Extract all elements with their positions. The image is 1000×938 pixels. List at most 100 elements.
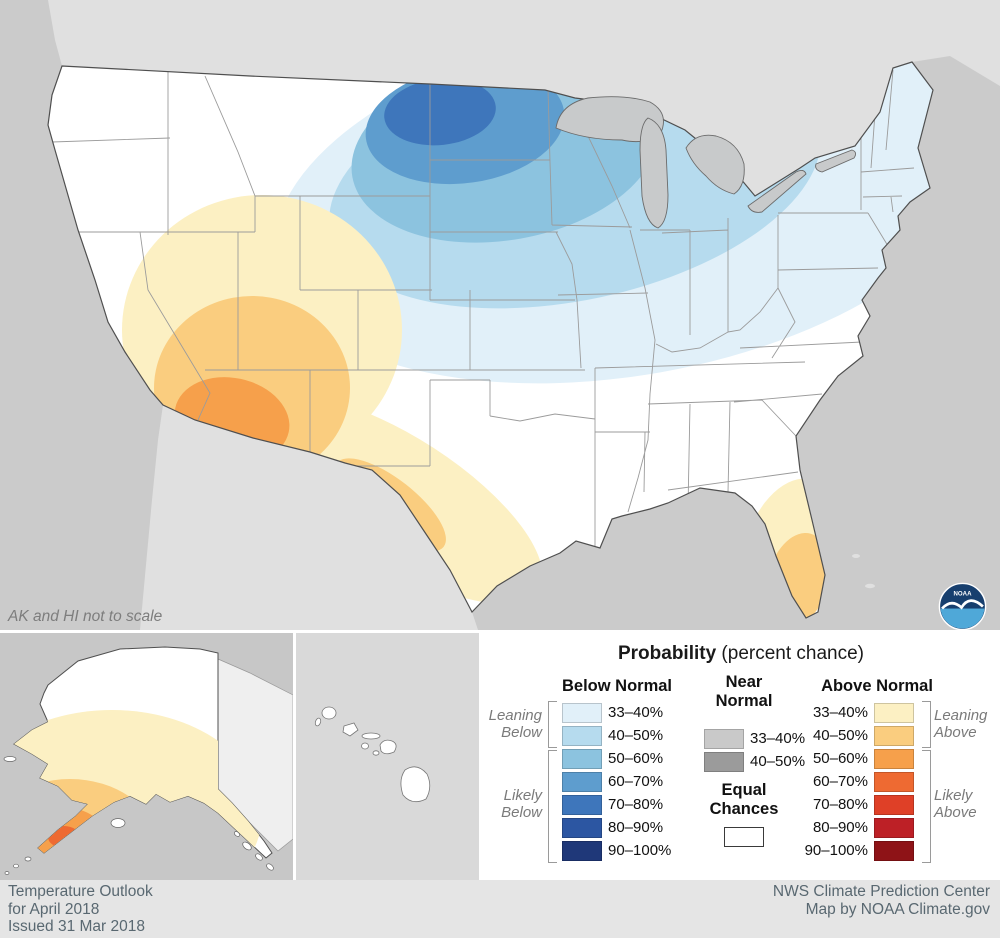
below-swatch-50-60	[562, 749, 602, 769]
legend-row: 50–60%	[562, 749, 663, 769]
bahamas-island	[852, 554, 860, 558]
kauai-island	[321, 706, 337, 720]
footer-credits: NWS Climate Prediction Center Map by NOA…	[773, 883, 990, 918]
conus-map: AK and HI not to scale NOAA	[0, 0, 1000, 631]
legend-row: 90–100%	[562, 841, 671, 861]
leaning-above-bracket	[922, 701, 931, 748]
aleutian-island	[24, 856, 32, 862]
legend-row: 80–90%	[802, 818, 914, 838]
below-swatch-70-80	[562, 795, 602, 815]
below-label-60-70: 60–70%	[608, 773, 664, 790]
below-swatch-90-100	[562, 841, 602, 861]
alexander-island	[266, 863, 274, 871]
noaa-logo-text: NOAA	[954, 590, 973, 597]
legend-row: 90–100%	[802, 841, 914, 861]
footer-credit: Map by NOAA Climate.gov	[805, 900, 990, 918]
likely-below-label: Likely Below	[501, 787, 542, 821]
footer-outlook-info: Temperature Outlook for April 2018 Issue…	[8, 883, 153, 936]
legend-row: 60–70%	[562, 772, 663, 792]
above-label-50-60: 50–60%	[812, 750, 868, 767]
near-swatch-40-50	[704, 752, 744, 772]
leaning-below-bracket	[548, 701, 557, 748]
legend-row: 80–90%	[562, 818, 663, 838]
canada-landmass	[48, 0, 1000, 196]
aleutian-island	[13, 863, 19, 869]
near-label-33-40: 33–40%	[750, 730, 806, 747]
noaa-logo-gull-icon	[941, 599, 984, 610]
alexander-island	[242, 841, 252, 851]
molokai-island	[361, 732, 381, 740]
below-swatch-40-50	[562, 726, 602, 746]
legend: Probability (percent chance) Below Norma…	[482, 633, 1000, 880]
near-label-40-50: 40–50%	[750, 753, 806, 770]
below-swatch-60-70	[562, 772, 602, 792]
hawaii-big-island	[400, 766, 431, 803]
oahu-island	[342, 722, 359, 737]
footer-title: Temperature Outlook	[8, 883, 153, 900]
below-label-33-40: 33–40%	[608, 704, 664, 721]
footer-source: NWS Climate Prediction Center	[772, 883, 990, 900]
near-swatch-33-40	[704, 729, 744, 749]
lake-superior	[555, 96, 664, 143]
niihau-island	[314, 717, 322, 727]
legend-row: 33–40%	[704, 729, 805, 749]
footer-period: for April 2018	[8, 900, 100, 918]
lake-ontario	[815, 149, 857, 173]
noaa-logo-sea	[940, 608, 985, 629]
legend-header-below-normal: Below Normal	[561, 677, 673, 695]
below-label-70-80: 70–80%	[608, 796, 664, 813]
legend-row: 40–50%	[802, 726, 914, 746]
equal-chances-label: Equal Chances	[709, 781, 779, 818]
above-label-40-50: 40–50%	[812, 727, 868, 744]
state-borders	[51, 69, 915, 550]
legend-row: 40–50%	[704, 752, 805, 772]
conus-map-svg	[47, 0, 1000, 630]
above-label-90-100: 90–100%	[804, 842, 868, 859]
legend-row: 33–40%	[562, 703, 663, 723]
below-label-90-100: 90–100%	[608, 842, 672, 859]
legend-row: 33–40%	[802, 703, 914, 723]
legend-row: 50–60%	[802, 749, 914, 769]
above-swatch-80-90	[874, 818, 914, 838]
legend-header-near-normal: Near Normal	[715, 673, 773, 710]
above-label-80-90: 80–90%	[812, 819, 868, 836]
above-label-60-70: 60–70%	[812, 773, 868, 790]
alaska-map-svg	[0, 633, 294, 880]
footer-issued: Issued 31 Mar 2018	[8, 918, 146, 935]
leaning-below-label: Leaning Below	[488, 707, 542, 741]
lake-erie	[747, 169, 807, 213]
legend-header-above-normal: Above Normal	[821, 677, 933, 695]
us-outline	[47, 61, 934, 619]
above-swatch-90-100	[874, 841, 914, 861]
below-label-40-50: 40–50%	[608, 727, 664, 744]
alexander-island	[234, 831, 240, 837]
lanai-island	[361, 742, 369, 750]
lake-michigan	[639, 117, 669, 229]
kodiak-island	[110, 818, 126, 828]
legend-row	[724, 827, 764, 847]
below-label-50-60: 50–60%	[608, 750, 664, 767]
alaska-inset-map	[0, 633, 294, 880]
below-region-70-80	[384, 78, 496, 146]
legend-title: Probability (percent chance)	[617, 643, 865, 664]
legend-row: 40–50%	[562, 726, 663, 746]
above-swatch-70-80	[874, 795, 914, 815]
footer: Temperature Outlook for April 2018 Issue…	[0, 880, 1000, 938]
below-swatch-80-90	[562, 818, 602, 838]
mexico-landmass	[140, 405, 478, 630]
legend-row: 60–70%	[802, 772, 914, 792]
equal-chances-swatch	[724, 827, 764, 847]
bahamas-island	[865, 583, 875, 589]
below-label-80-90: 80–90%	[608, 819, 664, 836]
likely-above-label: Likely Above	[934, 787, 977, 821]
above-label-70-80: 70–80%	[812, 796, 868, 813]
likely-below-bracket	[548, 750, 557, 863]
above-label-33-40: 33–40%	[812, 704, 868, 721]
likely-above-bracket	[922, 750, 931, 863]
hawaii-ocean	[296, 633, 479, 880]
st-lawrence-island	[3, 756, 17, 762]
above-swatch-33-40	[874, 703, 914, 723]
below-swatch-33-40	[562, 703, 602, 723]
legend-row: 70–80%	[802, 795, 914, 815]
